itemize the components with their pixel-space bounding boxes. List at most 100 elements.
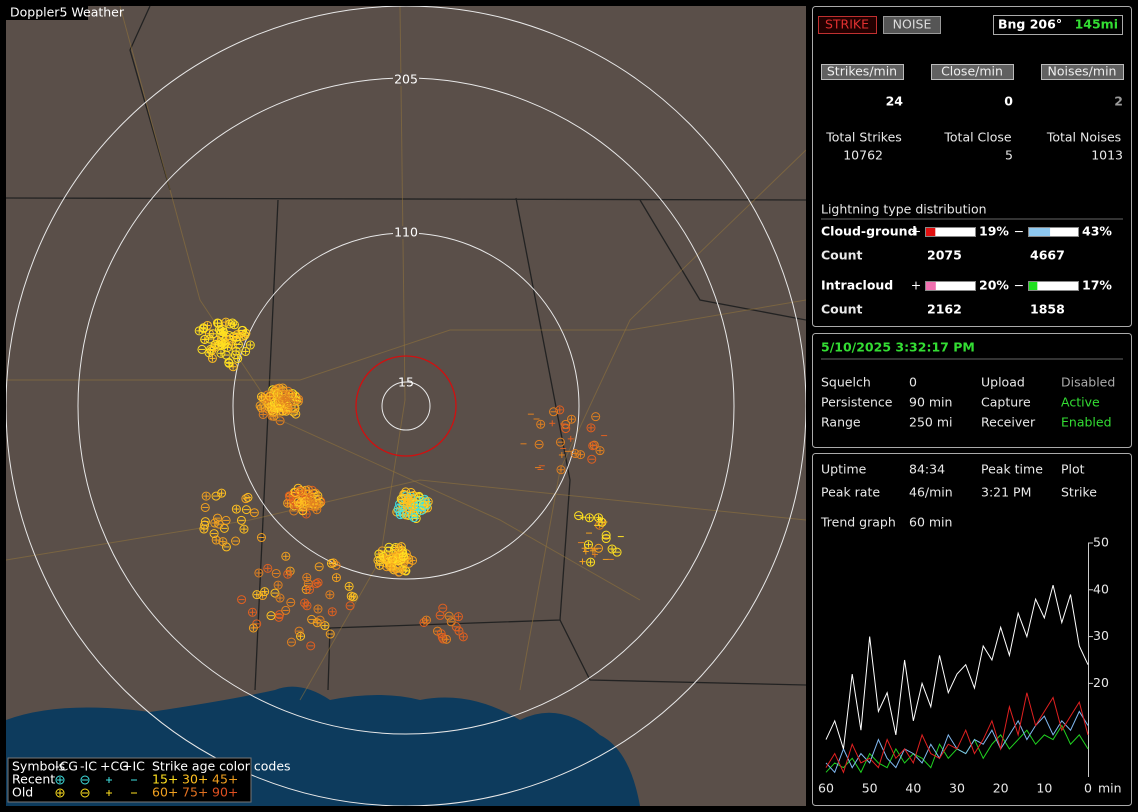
marker-ring xyxy=(344,581,354,591)
marker-ring xyxy=(327,607,337,617)
count: 2162 xyxy=(927,302,962,317)
marker-ring xyxy=(398,552,408,562)
strike-marker xyxy=(576,450,586,460)
marker-ring xyxy=(303,497,313,507)
marker-ring xyxy=(320,621,330,631)
strike-marker xyxy=(384,542,394,552)
marker-ring xyxy=(274,398,284,408)
strike-marker xyxy=(216,348,226,358)
marker-ring xyxy=(315,615,325,625)
marker-ring xyxy=(303,485,313,495)
strike-marker xyxy=(274,389,284,399)
strike-marker xyxy=(211,491,221,501)
trend-period: 60 min xyxy=(909,515,952,530)
range-label: 110 xyxy=(394,225,418,240)
marker-ring xyxy=(221,515,231,525)
sign: − xyxy=(1014,224,1024,239)
strike-marker xyxy=(303,485,313,495)
strike-marker xyxy=(219,327,229,337)
bar-label: 20% xyxy=(979,278,1009,293)
strike-marker xyxy=(275,593,285,603)
marker-ring xyxy=(387,563,397,573)
marker-ring xyxy=(597,517,607,527)
marker-ring xyxy=(561,424,571,434)
panel xyxy=(812,6,1132,327)
strike-marker xyxy=(397,495,407,505)
range-label: 15 xyxy=(398,375,414,390)
strike-marker xyxy=(409,513,419,523)
land xyxy=(6,6,806,806)
marker-ring xyxy=(601,534,611,544)
strike-marker xyxy=(283,569,293,579)
strike-marker xyxy=(283,405,293,415)
uptime-item: Plot xyxy=(1061,462,1085,477)
strike-marker xyxy=(200,334,210,344)
strike-marker xyxy=(331,573,341,583)
marker-ring xyxy=(326,558,336,568)
x-tick-label: 40 xyxy=(905,781,921,796)
strike-marker xyxy=(570,449,580,459)
strike-marker xyxy=(436,629,446,639)
marker-ring xyxy=(258,409,268,419)
strike-marker xyxy=(249,508,259,518)
marker-ring xyxy=(233,339,243,349)
marker-ring xyxy=(288,491,298,501)
strike-marker xyxy=(296,631,306,641)
strike-marker xyxy=(236,515,246,525)
strike-marker xyxy=(273,580,283,590)
marker-ring xyxy=(586,557,596,567)
strike-marker xyxy=(582,548,589,555)
bar xyxy=(1029,228,1051,236)
strike-marker xyxy=(223,342,233,352)
marker-ring xyxy=(223,342,233,352)
marker-ring xyxy=(217,488,227,498)
setting: Capture xyxy=(981,395,1031,410)
marker-ring xyxy=(199,524,209,534)
marker-ring xyxy=(325,590,335,600)
marker-ring xyxy=(421,615,431,625)
marker-ring xyxy=(293,497,303,507)
marker-ring xyxy=(273,580,283,590)
marker-ring xyxy=(281,605,291,615)
uptime-item: 46/min xyxy=(909,485,953,500)
strike-marker xyxy=(231,536,241,546)
strike-marker xyxy=(589,547,596,554)
strike-marker xyxy=(210,340,220,350)
stat-header: Noises/min xyxy=(1048,64,1117,79)
strike-marker xyxy=(591,551,598,558)
strike-marker xyxy=(199,324,209,334)
strike-marker xyxy=(267,405,277,415)
strike-marker xyxy=(423,497,433,507)
strike-marker xyxy=(346,591,356,601)
legend-age: 15+ xyxy=(152,772,178,787)
strike-marker xyxy=(281,551,291,561)
strike-marker xyxy=(586,423,596,433)
strike-marker xyxy=(561,424,571,434)
strike-marker xyxy=(302,573,312,583)
marker-ring xyxy=(536,419,546,429)
strike-marker xyxy=(567,435,574,442)
marker-ring xyxy=(237,595,247,605)
marker-ring xyxy=(300,598,310,608)
strike-marker xyxy=(314,562,324,572)
strike-marker xyxy=(555,405,565,415)
strike-marker xyxy=(281,605,291,615)
marker-ring xyxy=(227,318,237,328)
marker-ring xyxy=(409,513,419,523)
uptime-item: 84:34 xyxy=(909,462,945,477)
marker-ring xyxy=(284,389,294,399)
strike-marker xyxy=(258,409,268,419)
strike-button[interactable] xyxy=(818,16,877,34)
marker-ring xyxy=(208,329,218,339)
marker-ring xyxy=(534,439,544,449)
noise-button[interactable] xyxy=(883,16,941,34)
count: 1858 xyxy=(1030,302,1065,317)
marker-ring xyxy=(296,631,306,641)
dist-name: Cloud-ground xyxy=(821,224,917,239)
marker-ring xyxy=(394,567,404,577)
strike-marker xyxy=(438,603,448,613)
legend-header: Symbols xyxy=(12,759,65,774)
marker-ring xyxy=(241,346,251,356)
marker-ring xyxy=(576,450,586,460)
